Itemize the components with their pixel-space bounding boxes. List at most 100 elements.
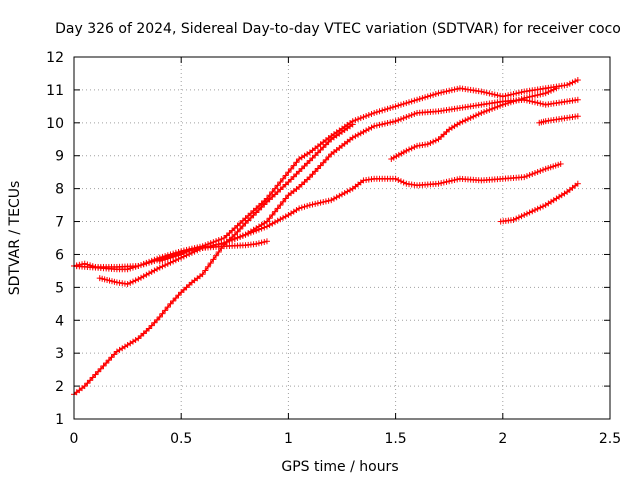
data-point bbox=[379, 107, 386, 114]
data-point bbox=[304, 202, 311, 209]
data-point bbox=[540, 203, 546, 210]
data-point bbox=[515, 214, 522, 221]
data-point bbox=[446, 178, 453, 185]
data-point bbox=[325, 153, 332, 160]
data-point bbox=[330, 195, 337, 202]
data-point bbox=[470, 113, 477, 120]
data-point bbox=[526, 209, 533, 216]
data-point bbox=[502, 92, 509, 99]
x-tick-label: 0 bbox=[70, 431, 79, 447]
y-tick-label: 5 bbox=[55, 280, 64, 296]
data-point bbox=[320, 144, 327, 151]
data-point bbox=[266, 222, 273, 229]
y-tick-label: 6 bbox=[55, 247, 64, 263]
data-point bbox=[513, 90, 520, 97]
data-point bbox=[261, 201, 268, 208]
series-sat-e bbox=[156, 238, 270, 265]
data-point bbox=[97, 365, 104, 372]
grid bbox=[74, 57, 610, 419]
data-point bbox=[140, 273, 147, 280]
data-point bbox=[277, 216, 284, 223]
data-point bbox=[397, 101, 404, 108]
data-point bbox=[398, 150, 405, 157]
data-point bbox=[282, 213, 289, 220]
data-point bbox=[159, 263, 166, 270]
x-tick-label: 2 bbox=[498, 431, 507, 447]
data-point bbox=[151, 319, 158, 326]
data-point bbox=[427, 92, 434, 99]
data-point bbox=[170, 253, 177, 260]
data-point bbox=[419, 95, 426, 102]
data-point bbox=[355, 116, 362, 123]
data-point bbox=[430, 91, 437, 98]
data-point bbox=[395, 151, 402, 158]
data-point bbox=[540, 90, 546, 97]
data-point bbox=[499, 101, 506, 108]
data-point bbox=[481, 89, 488, 96]
data-point bbox=[406, 113, 412, 120]
data-point bbox=[229, 236, 236, 243]
data-point bbox=[317, 162, 324, 169]
data-point bbox=[242, 220, 249, 227]
data-point bbox=[376, 121, 383, 128]
y-tick-label: 10 bbox=[46, 116, 64, 132]
data-point bbox=[510, 91, 517, 98]
data-point bbox=[408, 112, 415, 119]
data-point bbox=[550, 163, 557, 170]
data-point bbox=[459, 118, 466, 125]
data-point bbox=[523, 94, 530, 101]
data-point bbox=[411, 144, 418, 151]
data-point bbox=[127, 279, 134, 286]
data-point bbox=[237, 225, 244, 232]
data-point bbox=[245, 217, 252, 224]
data-point bbox=[306, 174, 313, 181]
data-point bbox=[154, 266, 161, 273]
series-line bbox=[73, 98, 578, 268]
data-point bbox=[526, 172, 533, 179]
data-point bbox=[569, 79, 576, 86]
data-point bbox=[483, 107, 490, 114]
data-point bbox=[355, 131, 362, 138]
data-point bbox=[280, 214, 287, 221]
data-point bbox=[347, 187, 354, 194]
data-point bbox=[534, 99, 541, 106]
data-point bbox=[505, 100, 512, 107]
data-point bbox=[497, 92, 504, 99]
data-point bbox=[387, 119, 394, 126]
data-point bbox=[322, 156, 329, 163]
data-point bbox=[521, 211, 528, 218]
data-point bbox=[250, 228, 257, 235]
data-point bbox=[518, 95, 525, 102]
data-point bbox=[215, 248, 222, 255]
data-point bbox=[494, 103, 501, 110]
data-point bbox=[384, 105, 391, 112]
data-point bbox=[237, 233, 244, 240]
data-point bbox=[494, 92, 501, 99]
data-point bbox=[210, 256, 217, 263]
data-point bbox=[95, 368, 102, 375]
data-point bbox=[207, 260, 214, 267]
x-tick-label: 1 bbox=[284, 431, 293, 447]
data-point bbox=[180, 250, 187, 257]
data-point bbox=[164, 255, 171, 262]
data-point bbox=[534, 92, 541, 99]
data-point bbox=[557, 160, 564, 167]
data-point bbox=[521, 174, 528, 181]
data-point bbox=[438, 89, 445, 96]
data-point bbox=[529, 208, 536, 215]
data-point bbox=[314, 165, 321, 172]
data-point bbox=[486, 90, 493, 97]
data-point bbox=[574, 96, 581, 103]
data-point bbox=[124, 281, 131, 288]
data-point bbox=[438, 180, 445, 187]
data-point bbox=[432, 91, 439, 98]
data-point bbox=[172, 253, 179, 260]
plot-frame bbox=[73, 56, 611, 420]
data-point bbox=[400, 100, 407, 107]
data-point bbox=[392, 118, 399, 125]
data-point bbox=[328, 197, 335, 204]
data-point bbox=[339, 191, 345, 198]
data-point bbox=[400, 115, 407, 122]
data-point bbox=[523, 173, 530, 180]
